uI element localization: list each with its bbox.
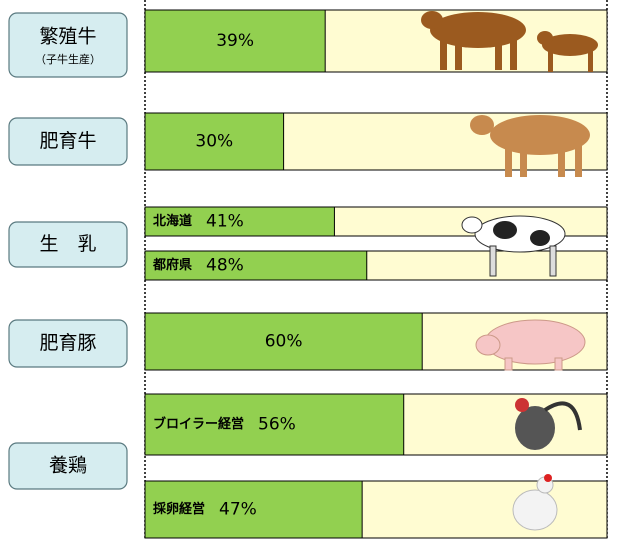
group-label: 生 乳 [39,233,96,255]
bar [144,112,285,171]
bar [144,250,368,281]
group-label: 肥育牛 [39,130,96,152]
bar-name: 北海道 [153,213,192,229]
label-box [8,221,128,268]
bar [144,312,423,371]
label-box [8,117,128,166]
label-box [8,319,128,368]
bar-name: ブロイラー経営 [153,416,244,432]
bar-name: 採卵経営 [153,501,205,517]
group-label: 繁殖牛 [39,26,96,48]
value-label: 48% [206,256,244,276]
label-box [8,442,128,490]
value-label: 47% [219,500,257,520]
illustrations [421,11,598,531]
value-label: 56% [258,415,296,435]
bar [144,393,405,456]
bar-name: 都府県 [152,257,192,273]
group-label: 養鶏 [49,455,87,477]
value-label: 39% [216,31,254,51]
value-label: 30% [195,132,233,152]
value-label: 60% [265,332,303,352]
label-box [8,12,128,78]
group-label: 肥育豚 [39,332,96,354]
bars: 繁殖牛 （子牛生産） 39% 肥育牛 30% 生 乳 北海道 41% 都府県 48% 肥育豚 60% 養… [8,9,608,539]
bar [144,206,335,237]
value-label: 41% [206,212,244,232]
bar [144,480,363,539]
bar [144,9,326,73]
group-sublabel: （子牛生産） [35,52,101,66]
